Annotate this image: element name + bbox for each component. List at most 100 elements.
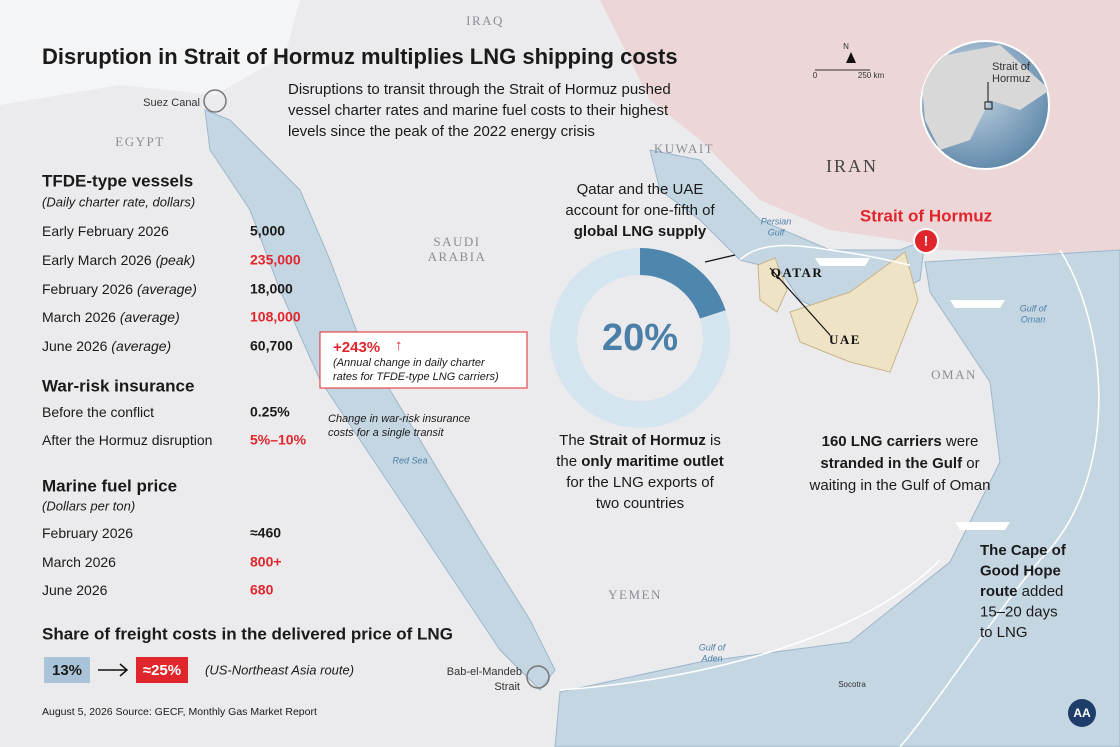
hormuz-note: the only maritime outlet xyxy=(556,453,724,470)
map-label: Oman xyxy=(1021,314,1046,324)
carriers-note: waiting in the Gulf of Oman xyxy=(809,477,991,494)
text-run: the xyxy=(556,453,581,470)
aa-logo: AA xyxy=(1068,699,1096,727)
map-label: Red Sea xyxy=(392,455,427,465)
text-run: The Cape of xyxy=(980,542,1067,559)
qualifier: (average) xyxy=(137,281,197,297)
subtitle: levels since the peak of the 2022 energy… xyxy=(288,123,595,140)
text-run: account for one-fifth of xyxy=(565,202,715,219)
label: Early March 2026 xyxy=(42,252,152,268)
callout-note: rates for TFDE-type LNG carriers) xyxy=(333,371,499,383)
row-value: 680 xyxy=(250,582,274,598)
cape-note: The Cape of xyxy=(980,542,1067,559)
row-label: June 2026 xyxy=(42,582,108,598)
freight-from: 13% xyxy=(52,662,82,679)
bab-marker xyxy=(526,665,550,689)
map-label: Strait xyxy=(494,681,520,693)
alert-icon: ! xyxy=(924,233,929,249)
text-run: added xyxy=(1018,583,1064,600)
text-run: route xyxy=(980,583,1018,600)
map-label: YEMEN xyxy=(608,587,662,602)
label: June 2026 xyxy=(42,338,108,354)
subtitle: Disruptions to transit through the Strai… xyxy=(288,81,671,98)
donut-intro: Qatar and the UAE xyxy=(577,181,704,198)
label: June 2026 xyxy=(42,582,108,598)
title: Disruption in Strait of Hormuz multiplie… xyxy=(42,44,678,69)
label: March 2026 xyxy=(42,554,116,570)
carriers-note: 160 LNG carriers were xyxy=(822,433,979,450)
map-label: KUWAIT xyxy=(654,141,714,156)
map-label: Gulf of xyxy=(699,642,727,652)
cape-note: Good Hope xyxy=(980,562,1061,579)
section-subheading: (Dollars per ton) xyxy=(42,498,135,513)
label: Early February 2026 xyxy=(42,223,169,239)
row-label: Early February 2026 xyxy=(42,223,169,239)
section-heading: TFDE-type vessels xyxy=(42,171,193,190)
row-value: 800+ xyxy=(250,554,282,570)
row-value: 60,700 xyxy=(250,338,293,354)
cape-note: 15–20 days xyxy=(980,603,1058,620)
map-label: IRAQ xyxy=(466,13,504,28)
mediterranean xyxy=(0,0,300,105)
section-note: Change in war-risk insurance xyxy=(328,413,470,425)
row-label: After the Hormuz disruption xyxy=(42,432,212,448)
map-label: IRAN xyxy=(826,156,878,176)
text-run: to LNG xyxy=(980,624,1028,641)
hormuz-marker xyxy=(913,228,939,254)
text-run: is xyxy=(706,432,721,449)
red-sea xyxy=(204,109,556,691)
freight-from-box xyxy=(44,657,90,683)
arabian-sea xyxy=(554,249,1120,747)
section-note: costs for a single transit xyxy=(328,427,444,439)
map-label: Strait of xyxy=(992,61,1031,73)
text-run: Strait of Hormuz xyxy=(589,432,706,449)
row-label: Before the conflict xyxy=(42,404,154,420)
inset-globe xyxy=(920,40,1050,170)
map-label: 0 xyxy=(813,71,818,80)
qualifier: (average) xyxy=(120,309,180,325)
freight-to: ≈25% xyxy=(143,662,181,679)
svg-text:AA: AA xyxy=(1073,706,1091,720)
freight-to-box xyxy=(136,657,188,683)
map-label: OMAN xyxy=(931,367,977,382)
map-label: EGYPT xyxy=(115,134,164,149)
hormuz-note: two countries xyxy=(596,495,684,512)
hormuz-note: for the LNG exports of xyxy=(566,474,714,491)
text-run: global LNG supply xyxy=(574,223,707,240)
freight-route: (US-Northeast Asia route) xyxy=(205,662,354,677)
text-run: were xyxy=(942,433,979,450)
map-label: Bab-el-Mandeb xyxy=(447,666,522,678)
row-value: 18,000 xyxy=(250,281,293,297)
map-label: N xyxy=(843,42,849,51)
text-run: or xyxy=(962,455,980,472)
label: After the Hormuz disruption xyxy=(42,432,212,448)
qatar-land xyxy=(757,257,788,313)
donut-intro: global LNG supply xyxy=(574,223,707,240)
map-label: 250 km xyxy=(858,71,885,80)
map-label: Strait of Hormuz xyxy=(860,206,992,225)
text-run: Good Hope xyxy=(980,562,1061,579)
section-heading: Marine fuel price xyxy=(42,476,177,495)
label: March 2026 xyxy=(42,309,116,325)
row-label: Early March 2026 (peak) xyxy=(42,252,195,268)
label: February 2026 xyxy=(42,525,133,541)
text-run: 15–20 days xyxy=(980,603,1058,620)
map-label: QATAR xyxy=(771,265,824,280)
row-label: February 2026 xyxy=(42,525,133,541)
row-label: February 2026 (average) xyxy=(42,281,197,297)
donut-label: 20% xyxy=(602,317,678,359)
map-label: Gulf of xyxy=(1020,303,1048,313)
map-label: Persian xyxy=(761,216,792,226)
row-label: June 2026 (average) xyxy=(42,338,171,354)
text-run: waiting in the Gulf of Oman xyxy=(809,477,991,494)
freight-arrow xyxy=(98,663,129,677)
route-line xyxy=(739,244,911,266)
route-line xyxy=(899,249,1100,747)
map-label: Gulf xyxy=(768,227,786,237)
north-arrow xyxy=(846,52,856,63)
text-run: stranded in the Gulf xyxy=(820,455,963,472)
donut-chart xyxy=(550,248,730,428)
footer: August 5, 2026 Source: GECF, Monthly Gas… xyxy=(42,706,317,718)
map-label: UAE xyxy=(829,332,861,347)
